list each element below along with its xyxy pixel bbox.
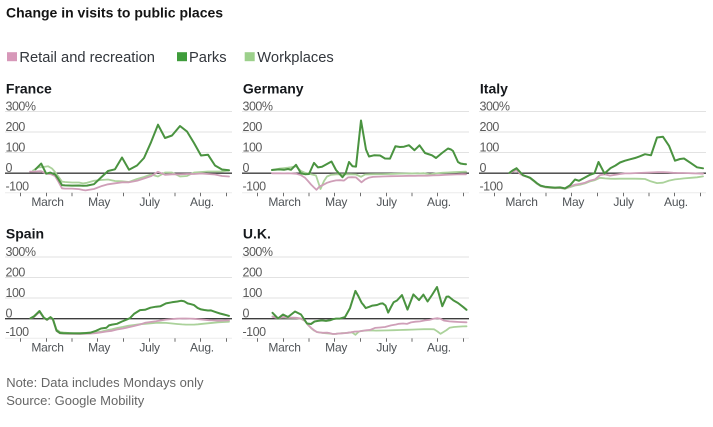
- svg-text:Change in visits to public pla: Change in visits to public places: [6, 5, 223, 21]
- svg-text:March: March: [505, 195, 537, 209]
- svg-text:May: May: [325, 340, 347, 354]
- svg-text:July: July: [376, 195, 397, 209]
- svg-text:0: 0: [6, 307, 13, 321]
- svg-text:-100: -100: [243, 180, 267, 194]
- svg-text:May: May: [562, 195, 584, 209]
- svg-text:May: May: [88, 340, 110, 354]
- svg-text:Parks: Parks: [189, 50, 227, 66]
- svg-text:-100: -100: [6, 325, 30, 339]
- svg-text:0: 0: [480, 161, 487, 175]
- svg-text:100: 100: [480, 141, 500, 155]
- svg-text:Aug.: Aug.: [664, 195, 688, 209]
- svg-text:July: July: [376, 340, 397, 354]
- svg-text:Germany: Germany: [243, 80, 304, 96]
- svg-text:0: 0: [243, 307, 250, 321]
- svg-text:March: March: [31, 195, 63, 209]
- svg-text:100: 100: [6, 286, 26, 300]
- svg-text:300%: 300%: [6, 100, 36, 114]
- svg-text:200: 200: [6, 120, 26, 134]
- svg-text:March: March: [268, 195, 300, 209]
- svg-text:300%: 300%: [6, 245, 36, 259]
- svg-text:Spain: Spain: [6, 226, 44, 242]
- svg-text:300%: 300%: [243, 100, 273, 114]
- svg-text:200: 200: [6, 266, 26, 280]
- svg-text:100: 100: [243, 141, 263, 155]
- svg-text:200: 200: [243, 266, 263, 280]
- svg-text:-100: -100: [6, 180, 30, 194]
- svg-text:300%: 300%: [480, 100, 510, 114]
- svg-text:March: March: [31, 340, 63, 354]
- svg-text:200: 200: [243, 120, 263, 134]
- svg-text:U.K.: U.K.: [243, 226, 271, 242]
- svg-text:0: 0: [243, 161, 250, 175]
- svg-text:Aug.: Aug.: [427, 340, 451, 354]
- svg-text:Retail and recreation: Retail and recreation: [19, 50, 155, 66]
- svg-text:Aug.: Aug.: [190, 195, 214, 209]
- svg-text:Italy: Italy: [480, 80, 508, 96]
- svg-text:France: France: [6, 80, 52, 96]
- svg-text:May: May: [88, 195, 110, 209]
- svg-text:100: 100: [243, 286, 263, 300]
- svg-text:0: 0: [6, 161, 13, 175]
- svg-text:May: May: [325, 195, 347, 209]
- svg-text:Aug.: Aug.: [190, 340, 214, 354]
- svg-text:Source: Google Mobility: Source: Google Mobility: [6, 393, 145, 408]
- svg-text:July: July: [139, 340, 160, 354]
- svg-text:-100: -100: [480, 180, 504, 194]
- svg-text:100: 100: [6, 141, 26, 155]
- svg-text:March: March: [268, 340, 300, 354]
- svg-text:Workplaces: Workplaces: [257, 50, 333, 66]
- svg-text:200: 200: [480, 120, 500, 134]
- svg-text:Note: Data includes Mondays on: Note: Data includes Mondays only: [6, 375, 204, 390]
- svg-text:July: July: [613, 195, 634, 209]
- svg-text:-100: -100: [243, 325, 267, 339]
- svg-text:Aug.: Aug.: [427, 195, 451, 209]
- svg-text:300%: 300%: [243, 245, 273, 259]
- svg-text:July: July: [139, 195, 160, 209]
